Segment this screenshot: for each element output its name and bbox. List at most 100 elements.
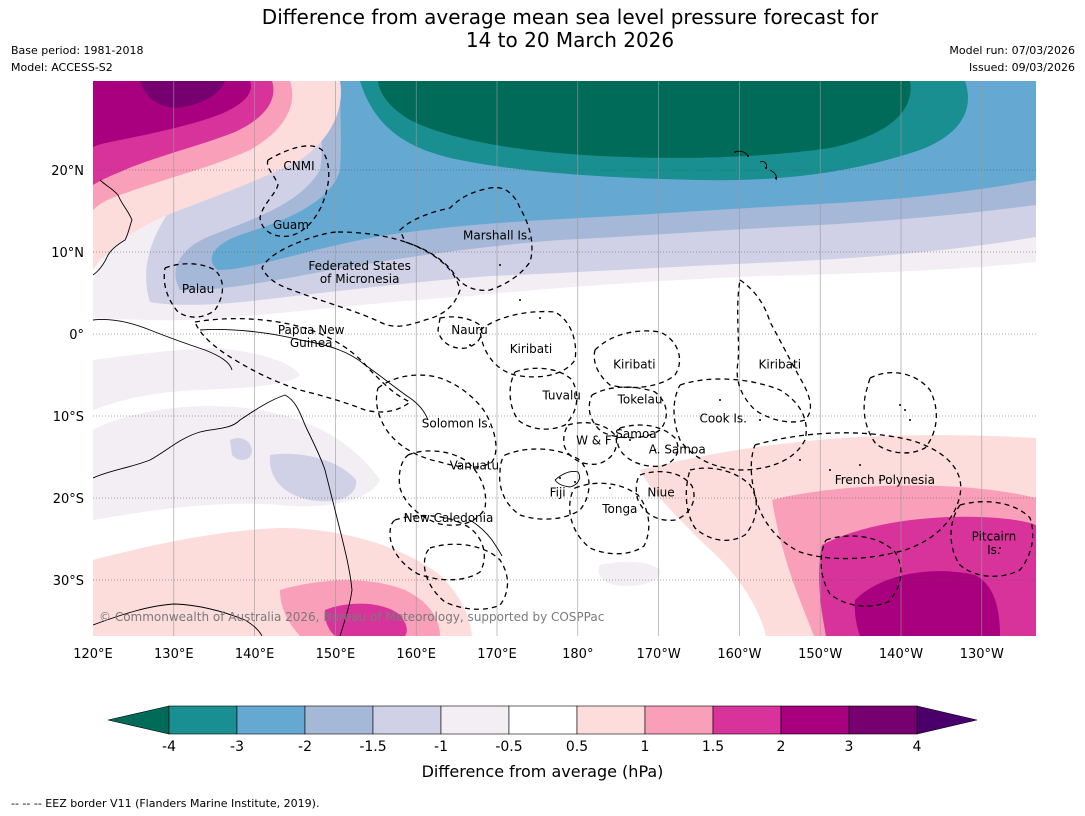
colorbar-label: Difference from average (hPa): [421, 762, 664, 781]
anomaly-band-plus-2-nw: [93, 81, 251, 147]
eez-niue: [635, 471, 695, 521]
eez-kiribati-west: [479, 310, 577, 378]
longitude-tick-label: 120°E: [73, 647, 113, 662]
eez-austral: [820, 535, 902, 607]
eez-kiribati-east: [736, 279, 812, 423]
base-period: Base period: 1981-2018: [11, 44, 144, 57]
region-label: Tokelau: [617, 393, 663, 407]
colorbar-tick-label: 0.5: [566, 739, 588, 755]
region-label: Vanuatu: [450, 458, 500, 472]
island-dot: [799, 459, 801, 461]
island-dot: [519, 299, 521, 301]
latitude-tick-label: 10°S: [53, 410, 84, 425]
region-label: Kiribati: [759, 357, 801, 371]
colorbar-swatch: [304, 705, 374, 735]
longitude-tick-label: 150°E: [316, 647, 356, 662]
colorbar-tick-label: -4: [162, 739, 176, 755]
colorbar-extend-high: [916, 705, 978, 735]
island-dot: [759, 419, 761, 421]
island-dot: [629, 439, 631, 441]
meta-left: Base period: 1981-2018 Model: ACCESS-S2: [11, 42, 143, 76]
eez-marshall-islands: [399, 186, 533, 292]
hawaii-coast: [734, 150, 777, 181]
latitude-tick-label: 0°: [69, 328, 84, 343]
colorbar-swatch: [168, 705, 238, 735]
eez-new-caledonia: [389, 514, 485, 581]
south-australia-coast: [93, 603, 263, 636]
island-dot: [829, 469, 831, 471]
region-label: Nauru: [451, 323, 487, 337]
eez-nauru: [437, 316, 483, 349]
latitude-tick-label: 20°N: [51, 164, 84, 179]
eez-cnmi: [259, 145, 330, 238]
island-dot: [559, 477, 561, 479]
model-run: Model run: 07/03/2026: [949, 44, 1075, 57]
latitude-tick-label: 20°S: [53, 492, 84, 507]
island-dot: [654, 449, 656, 451]
eez-fsm: [261, 231, 461, 327]
colorbar-swatch: [440, 705, 510, 735]
eez-palau: [163, 263, 224, 318]
fiji-coast: [554, 471, 581, 488]
colorbar-tick-label: -2: [298, 739, 312, 755]
eez-solomon-islands: [375, 374, 497, 468]
eez-cook-islands-north: [673, 378, 807, 471]
colorbar-swatch: [372, 705, 442, 735]
longitude-tick-label: 180°: [562, 647, 593, 662]
coastlines: [93, 150, 777, 636]
region-label: Samoa: [615, 427, 656, 441]
island-dot: [747, 155, 749, 157]
title-line-2: 14 to 20 March 2026: [465, 28, 675, 52]
region-label: Is.: [987, 543, 1001, 557]
colorbar-tick-label: -3: [230, 739, 244, 755]
anomaly-band-plus-3-nw: [140, 81, 225, 108]
island-dot: [989, 539, 991, 541]
island-dots: [469, 151, 1001, 549]
island-dot: [609, 487, 611, 489]
region-label: Guam: [273, 218, 309, 232]
eez-tuvalu: [509, 367, 578, 430]
eez-tonga: [569, 482, 650, 555]
anomaly-band-plus-1.5-sw: [324, 603, 407, 636]
longitude-tick-label: 160°W: [717, 647, 761, 662]
chart-title: Difference from average mean sea level p…: [0, 6, 1085, 52]
new-caledonia-coast: [469, 519, 503, 557]
colorbar: -4 -3 -2 -1.5 -1 -0.5 0.5 1 1.5 2 3 4: [107, 705, 978, 755]
eez-kiribati-central: [593, 330, 681, 389]
meta-right: Model run: 07/03/2026 Issued: 09/03/2026: [949, 42, 1075, 76]
island-dot: [574, 481, 576, 483]
region-label: Solomon Is.: [422, 416, 492, 430]
longitude-tick-label: 170°E: [477, 647, 517, 662]
colorbar-swatch: [848, 705, 918, 735]
eez-pitcairn: [950, 501, 1034, 577]
region-label: Niue: [647, 485, 674, 499]
model-name: Model: ACCESS-S2: [11, 61, 113, 74]
colorbar-tick-label: 1.5: [702, 739, 724, 755]
region-label: Guinea: [290, 336, 333, 350]
island-dot: [539, 317, 541, 319]
island-dot: [775, 177, 777, 179]
anomaly-patch-minus-0.5-png: [93, 348, 300, 410]
latitude-tick-label: 10°N: [51, 246, 84, 261]
anomaly-band-minus-4: [378, 81, 911, 158]
colorbar-swatch: [780, 705, 850, 735]
copyright-notice: © Commonwealth of Australia 2026, Bureau…: [99, 610, 604, 624]
eez-kermadec: [423, 543, 509, 610]
island-dot: [499, 264, 501, 266]
island-dot: [859, 464, 861, 466]
eez-borders: [163, 145, 1034, 610]
region-label: W & F: [576, 434, 612, 448]
island-dot: [765, 167, 767, 169]
region-label: Federated States: [308, 259, 410, 273]
australia-coast: [93, 394, 353, 636]
anomaly-band-plus-2-se: [854, 571, 1000, 636]
longitude-tick-label: 150°W: [798, 647, 842, 662]
colorbar-tick-label: 4: [913, 739, 922, 755]
island-dot: [909, 419, 911, 421]
eez-footnote: -- -- -- EEZ border V11 (Flanders Marine…: [11, 797, 320, 810]
colorbar-tick-label: -1.5: [359, 739, 386, 755]
region-label: Cook Is.: [700, 412, 747, 426]
colorbar-swatch: [712, 705, 782, 735]
island-dot: [879, 479, 881, 481]
